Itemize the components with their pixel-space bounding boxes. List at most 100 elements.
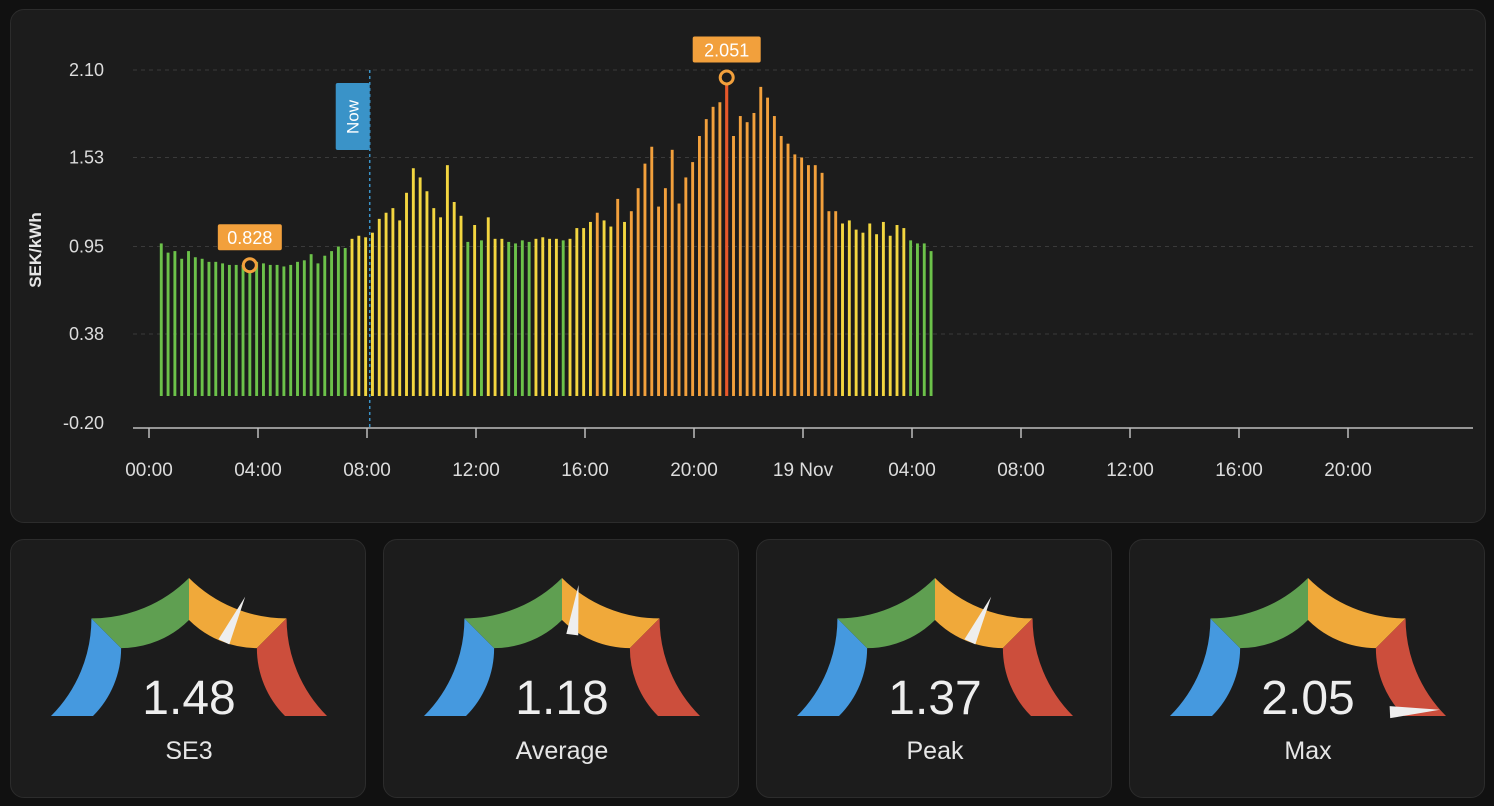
price-bar: [473, 225, 477, 396]
price-bar: [657, 206, 661, 396]
price-bar: [520, 240, 524, 396]
now-label: Now: [344, 99, 363, 134]
price-bar: [214, 261, 218, 396]
x-tick-label: 20:00: [1324, 460, 1372, 481]
price-bar: [834, 211, 838, 396]
y-tick-label: 0.38: [69, 324, 104, 344]
price-bar: [841, 223, 844, 396]
price-bar: [827, 211, 831, 396]
price-bar: [336, 246, 340, 396]
gauge-segment: [256, 618, 327, 716]
price-bar: [575, 228, 579, 396]
gauge-segment: [629, 618, 700, 716]
gauge-label: Max: [1284, 737, 1332, 765]
price-bars: [159, 77, 933, 397]
price-bar: [684, 177, 688, 396]
price-bar: [350, 238, 354, 396]
price-bar: [582, 228, 586, 396]
gauge-segment: [464, 578, 562, 649]
price-bar: [364, 237, 368, 396]
x-tick-label: 16:00: [561, 460, 609, 481]
price-bar: [929, 251, 933, 396]
gauge-segment: [1170, 618, 1241, 716]
gauge-card-se3[interactable]: 1.48 SE3: [10, 539, 366, 798]
price-bar: [881, 221, 885, 396]
price-bar: [691, 162, 695, 396]
price-bar: [875, 234, 879, 396]
price-bar: [541, 237, 545, 396]
y-tick-label: 0.95: [69, 237, 104, 257]
price-bar: [289, 264, 293, 396]
price-bar: [847, 220, 851, 396]
price-bar: [486, 217, 490, 396]
price-bar: [670, 149, 674, 396]
price-bar: [302, 260, 306, 396]
x-tick-label: 19 Nov: [773, 460, 834, 481]
x-tick-label: 16:00: [1215, 460, 1263, 481]
price-bar: [663, 188, 667, 396]
gauge-arc: [1170, 578, 1446, 716]
x-tick-label: 00:00: [125, 460, 173, 481]
price-bar: [888, 235, 892, 396]
gauge-average: 1.18 Average: [424, 578, 700, 765]
price-bar: [445, 165, 449, 396]
x-tick-label: 04:00: [234, 460, 282, 481]
price-chart-card: 2.10 1.53 0.95 0.38 -0.20 00:00 04:00 08:00 12:…: [10, 9, 1486, 523]
price-bar: [711, 106, 715, 397]
price-bar: [595, 212, 599, 396]
min-marker-box: [217, 224, 282, 251]
price-bar: [398, 220, 402, 396]
price-bar: [609, 226, 613, 396]
price-bar: [405, 192, 408, 396]
gauge-card-max[interactable]: 2.05 Max: [1129, 539, 1485, 798]
price-bar: [391, 208, 395, 396]
price-bar: [187, 251, 190, 396]
gauge-card-peak[interactable]: 1.37 Peak: [756, 539, 1112, 798]
min-marker-dot: [241, 257, 258, 274]
gauge-needle: [566, 585, 579, 636]
x-tick-label: 04:00: [888, 460, 936, 481]
price-bar: [616, 198, 620, 396]
max-marker-dot: [718, 69, 735, 86]
gauge-value: 1.37: [888, 672, 981, 725]
price-bar: [255, 261, 259, 396]
price-chart: 2.10 1.53 0.95 0.38 -0.20 00:00 04:00 08:00 12:…: [26, 36, 1473, 481]
gauge-segment: [797, 618, 868, 716]
price-bar: [193, 257, 197, 396]
price-bar: [629, 211, 633, 396]
price-bar: [480, 240, 483, 396]
price-bar: [493, 238, 497, 396]
price-bar: [227, 264, 231, 396]
gauge-card-average[interactable]: 1.18 Average: [383, 539, 739, 798]
price-bar: [377, 218, 381, 396]
price-bar: [323, 255, 327, 396]
max-bar: [725, 77, 729, 396]
price-bar: [554, 238, 558, 396]
price-bar: [330, 251, 334, 396]
price-bar: [561, 240, 565, 396]
price-bar: [200, 258, 204, 396]
price-bar: [384, 212, 388, 396]
price-bar: [779, 135, 783, 396]
x-axis-ticks: 00:00 04:00 08:00 12:00 16:00 20:00 19 Nov 04:0…: [125, 428, 1372, 481]
max-marker-box: [692, 36, 761, 63]
price-bar: [650, 146, 654, 396]
price-bar: [623, 221, 626, 396]
price-bar: [221, 263, 225, 396]
price-bar: [439, 217, 443, 396]
gauge-peak: 1.37 Peak: [797, 578, 1073, 765]
price-bar: [548, 238, 552, 396]
y-tick-label: 1.53: [69, 147, 104, 167]
price-bar: [813, 165, 817, 396]
price-bar: [732, 135, 735, 396]
price-bar: [309, 254, 313, 396]
x-tick-label: 08:00: [343, 460, 391, 481]
price-bar: [643, 163, 647, 396]
price-bar: [514, 243, 517, 396]
price-bar: [800, 157, 804, 396]
gauge-segment: [1308, 578, 1406, 649]
gauge-segment: [562, 578, 660, 649]
gauge-max: 2.05 Max: [1170, 578, 1446, 765]
price-bar: [793, 154, 797, 396]
gauge-value: 1.48: [142, 672, 235, 725]
